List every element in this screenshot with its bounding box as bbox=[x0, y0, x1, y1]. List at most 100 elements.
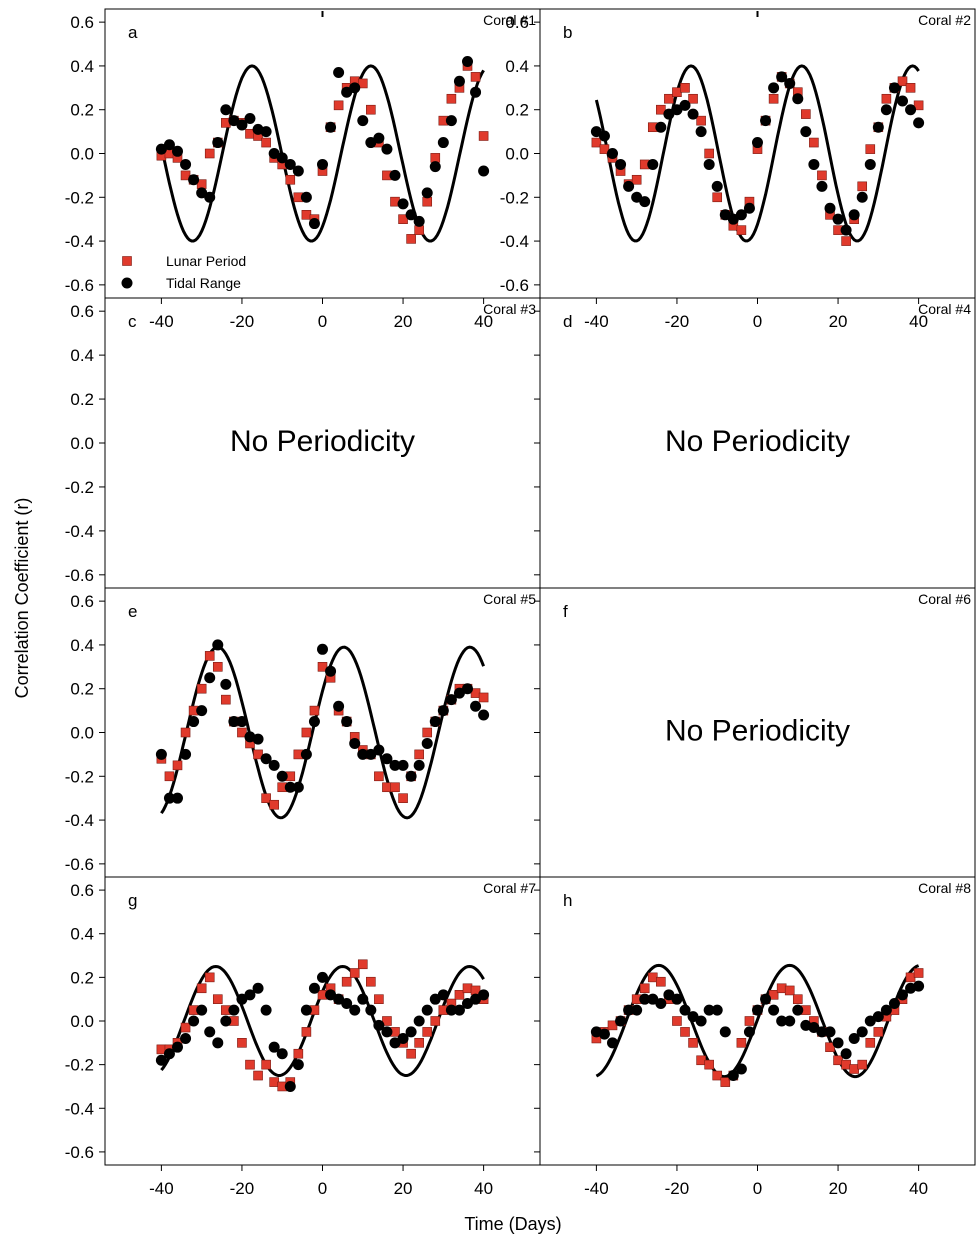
panel-a-tidal-point bbox=[381, 143, 393, 155]
panel-g-tidal-point bbox=[381, 1026, 393, 1038]
panel-e-tidal-point bbox=[155, 748, 167, 760]
panel-e-tidal-point bbox=[437, 705, 449, 717]
panel-e-frame bbox=[104, 587, 541, 878]
panel-h-lunar-point bbox=[849, 1064, 859, 1074]
panel-b-letter: b bbox=[563, 23, 572, 42]
panel-h-xtick-label: 0 bbox=[753, 1179, 762, 1198]
panel-h-lunar-point bbox=[776, 983, 787, 994]
panel-h-tidal-point bbox=[913, 980, 925, 992]
panel-e-tidal-point bbox=[462, 683, 473, 695]
panel-a-tidal-point bbox=[284, 158, 296, 170]
panel-h-tidal-point bbox=[711, 1004, 723, 1016]
panel-a-tidal-point bbox=[317, 158, 328, 170]
panel-e-lunar-point bbox=[478, 692, 489, 703]
panel-g-tidal-point bbox=[212, 1037, 224, 1049]
panel-g-lunar-point bbox=[382, 1016, 392, 1026]
panel-b-tidal-point bbox=[743, 202, 755, 214]
panel-e-lunar-point bbox=[221, 694, 231, 705]
panel-h-tidal-point bbox=[639, 993, 651, 1005]
panel-b-tidal-point bbox=[905, 104, 917, 116]
panel-a-tidal-point bbox=[155, 143, 167, 155]
panel-c-ytick-label: -0.2 bbox=[65, 478, 94, 497]
panel-c-ytick-label: 0.2 bbox=[70, 390, 94, 409]
panel-b-xtick-label: -40 bbox=[584, 312, 609, 331]
panel-e-ytick-label: 0.2 bbox=[70, 680, 94, 699]
panel-e-tidal-point bbox=[300, 748, 312, 760]
panel-a-tidal-point bbox=[268, 148, 280, 159]
panel-e-lunar-point bbox=[414, 749, 424, 760]
panel-b-tidal-point bbox=[655, 121, 667, 133]
panel-a-ytick-label: -0.6 bbox=[65, 276, 94, 295]
panel-e-tidal-point bbox=[308, 716, 320, 728]
panel-b-lunar-point bbox=[712, 192, 723, 203]
panel-b-lunar-point bbox=[897, 76, 908, 87]
panel-h-lunar-point bbox=[696, 1055, 706, 1066]
panel-a-tidal-point bbox=[292, 165, 304, 177]
panel-h-tidal-point bbox=[647, 993, 659, 1005]
panel-a-xtick-label: -20 bbox=[230, 312, 255, 331]
panel-h-lunar-point bbox=[865, 1038, 876, 1048]
panel-a-lunar-point bbox=[430, 153, 441, 163]
panel-g-tidal-point bbox=[445, 1004, 457, 1016]
panel-b-tidal-point bbox=[719, 209, 731, 221]
panel-e-ytick-label: 0.0 bbox=[70, 724, 94, 743]
panel-b-tidal-point bbox=[880, 104, 892, 116]
panel-e-tidal-point bbox=[413, 759, 425, 771]
panel-e-tidal-point bbox=[397, 759, 409, 771]
panel-e-tidal-point bbox=[212, 639, 224, 651]
panel-g-tidal-point bbox=[478, 989, 490, 1001]
panel-h-xtick-label: 40 bbox=[909, 1179, 928, 1198]
panel-h-tidal-point bbox=[824, 1026, 836, 1038]
panel-a-tidal-point bbox=[405, 209, 417, 221]
panel-b-coral-label: Coral #2 bbox=[918, 12, 971, 28]
panel-g-ytick-label: 0.4 bbox=[70, 925, 94, 944]
panel-e-tidal-point bbox=[341, 716, 353, 728]
panel-a-tidal-point bbox=[373, 132, 385, 144]
panel-g-tidal-point bbox=[462, 998, 473, 1010]
panel-b-lunar-point bbox=[913, 100, 924, 111]
panel-e-ytick-label: -0.4 bbox=[65, 811, 94, 830]
panel-b-tidal-point bbox=[639, 196, 651, 208]
panel-e: 0.6 0.4 0.2 0.0 -0.2 -0.4 -0.6 e Coral #5 bbox=[65, 587, 541, 878]
panel-h-tidal-point bbox=[631, 1004, 643, 1016]
panel-e-tidal-point bbox=[421, 737, 433, 749]
panel-g-lunar-point bbox=[269, 1077, 279, 1087]
panel-g-tidal-point bbox=[172, 1041, 183, 1053]
panel-b-tidal-point bbox=[784, 77, 796, 89]
panel-e-tidal-point bbox=[228, 716, 240, 728]
panel-g-tidal-point bbox=[317, 971, 328, 983]
panel-a-ytick-label: 0.4 bbox=[70, 57, 94, 76]
panel-g-tidal-point bbox=[397, 1032, 409, 1044]
panel-b-ytick-label: 0.2 bbox=[505, 101, 529, 120]
panel-g-lunar-point bbox=[357, 959, 368, 970]
panel-e-tidal-point bbox=[292, 781, 304, 793]
panel-g-tidal-point bbox=[244, 989, 256, 1001]
panel-b-tidal-point bbox=[832, 213, 844, 225]
panel-b-tidal-point bbox=[598, 130, 610, 142]
panel-f-coral-label: Coral #6 bbox=[918, 591, 971, 607]
panel-a-lunar-point bbox=[285, 174, 296, 185]
panel-b-tidal-point bbox=[816, 180, 828, 192]
panel-a-ytick-label: -0.4 bbox=[65, 232, 94, 251]
panel-g-lunar-point bbox=[406, 1048, 416, 1059]
panel-a-lunar-point bbox=[398, 214, 408, 224]
panel-f: f Coral #6 No Periodicity bbox=[534, 587, 976, 878]
panel-a-tidal-point bbox=[453, 75, 465, 87]
panel-b-tidal-point bbox=[623, 180, 635, 192]
panel-e-tidal-point bbox=[172, 792, 183, 804]
panel-b-lunar-point bbox=[905, 83, 916, 93]
panel-h-tidal-point bbox=[655, 998, 667, 1010]
panel-g-xtick-label: 20 bbox=[394, 1179, 413, 1198]
panel-g-letter: g bbox=[128, 891, 137, 910]
panel-e-tidal-point bbox=[260, 753, 272, 765]
x-axis-title: Time (Days) bbox=[464, 1214, 561, 1234]
panel-h-tidal-point bbox=[816, 1026, 828, 1038]
panel-a-xtick-label: 40 bbox=[474, 312, 493, 331]
panel-b-tidal-point bbox=[679, 99, 691, 111]
panel-g-tidal-point bbox=[389, 1037, 401, 1049]
panel-h-coral-label: Coral #8 bbox=[918, 880, 971, 896]
panel-g-tidal-point bbox=[276, 1048, 288, 1060]
panel-b-tidal-point bbox=[711, 180, 723, 192]
panel-b-ytick-label: -0.4 bbox=[500, 232, 529, 251]
panel-h-tidal-point bbox=[888, 998, 900, 1010]
